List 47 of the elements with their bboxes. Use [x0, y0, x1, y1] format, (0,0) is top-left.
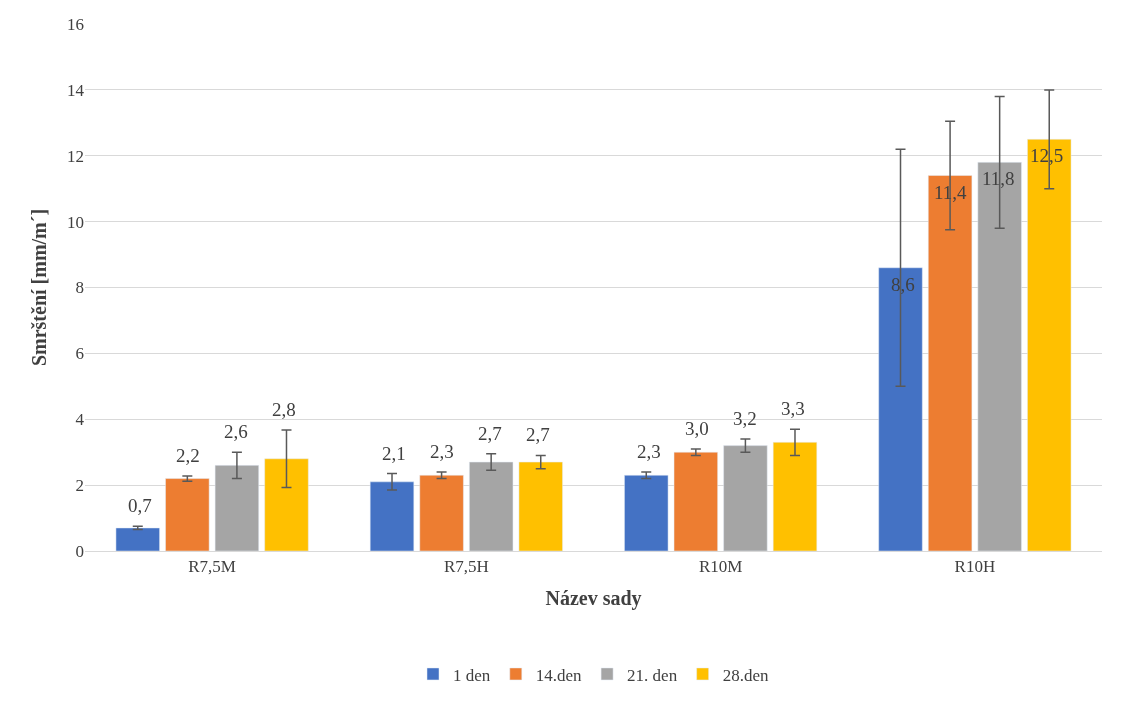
data-label: 2,6	[224, 421, 248, 442]
legend-label: 14.den	[535, 665, 583, 685]
bar	[165, 478, 210, 551]
data-label: 2,2	[176, 445, 200, 466]
bar	[928, 175, 973, 551]
x-axis-title: Název sady	[545, 586, 642, 610]
y-tick-label: 0	[75, 541, 84, 561]
bar	[264, 458, 309, 551]
data-label: 2,7	[478, 423, 502, 444]
bar	[673, 451, 718, 551]
x-tick-label: R10H	[954, 557, 996, 577]
bar	[115, 527, 160, 551]
data-label: 2,3	[430, 441, 454, 462]
bar	[518, 461, 563, 551]
x-tick-label: R7,5M	[188, 557, 236, 577]
y-tick-label: 14	[67, 80, 85, 100]
x-tick-label: R7,5H	[443, 557, 489, 577]
bar	[624, 474, 669, 551]
data-label: 2,7	[526, 424, 550, 445]
y-axis-title: Smrštění [mm/m´]	[27, 208, 50, 367]
data-label: 3,2	[733, 408, 757, 429]
bar	[1027, 139, 1072, 551]
y-tick-label: 10	[67, 212, 84, 232]
data-label: 2,1	[382, 443, 406, 464]
bar	[419, 474, 464, 551]
legend-label: 21. den	[627, 665, 678, 685]
bar	[772, 442, 818, 551]
data-label: 0,7	[128, 495, 152, 516]
x-tick-label: R10M	[698, 557, 743, 577]
bar	[878, 267, 923, 551]
y-tick-label: 8	[75, 278, 84, 298]
bar	[469, 461, 514, 551]
y-tick-label: 2	[75, 476, 84, 496]
data-label: 2,8	[272, 399, 296, 420]
bar	[214, 465, 259, 551]
bar	[369, 481, 415, 551]
y-tick-label: 4	[75, 410, 85, 430]
legend-label: 28.den	[722, 665, 769, 685]
bar	[723, 445, 768, 551]
y-tick-label: 6	[75, 344, 84, 364]
data-label: 3,3	[781, 398, 805, 419]
data-label: 3,0	[685, 418, 709, 439]
legend-label: 1 den	[453, 665, 491, 685]
y-tick-label: 16	[67, 14, 84, 34]
data-label: 2,3	[637, 441, 661, 462]
y-tick-label: 12	[67, 146, 84, 166]
bar	[977, 162, 1022, 551]
